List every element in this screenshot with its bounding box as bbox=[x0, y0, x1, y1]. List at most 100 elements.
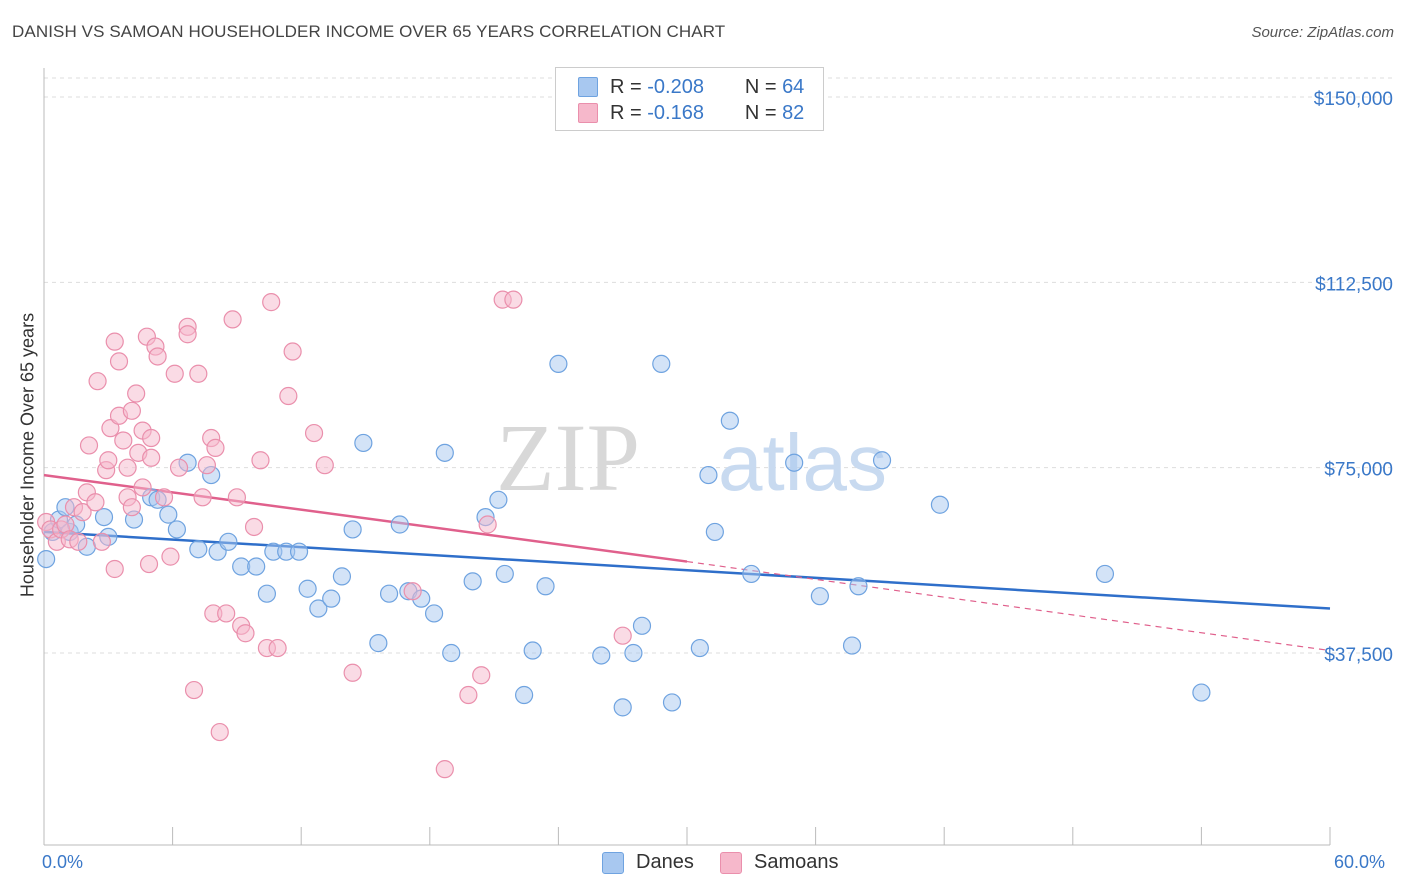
samoans-point bbox=[127, 384, 146, 403]
samoans-point bbox=[105, 559, 124, 579]
samoans-point bbox=[165, 364, 184, 383]
danes-r-value: -0.208 bbox=[647, 75, 704, 98]
r-label: R = bbox=[610, 75, 642, 98]
danes-point bbox=[343, 520, 362, 539]
samoans-point bbox=[197, 456, 216, 475]
legend-row-samoans: R = -0.168 N = 82 bbox=[578, 100, 804, 126]
danes-point bbox=[632, 616, 652, 635]
samoans-legend-label: Samoans bbox=[754, 851, 839, 873]
samoans-point bbox=[268, 638, 287, 658]
samoans-point bbox=[69, 532, 88, 551]
danes-point bbox=[37, 549, 56, 569]
samoans-point bbox=[161, 547, 180, 566]
samoans-point bbox=[189, 364, 208, 383]
samoans-point bbox=[142, 428, 161, 448]
danes-point bbox=[463, 572, 482, 591]
samoans-point bbox=[118, 458, 137, 477]
danes-point bbox=[309, 599, 328, 618]
samoans-point bbox=[210, 722, 229, 742]
watermark-zip: ZIP bbox=[496, 404, 640, 511]
y-tick-label: $75,000 bbox=[1324, 460, 1393, 481]
watermark: ZIP atlas bbox=[496, 404, 887, 511]
samoans-point bbox=[122, 498, 141, 517]
r-label: R = bbox=[610, 101, 642, 124]
danes-point bbox=[523, 641, 542, 660]
n-label: N = bbox=[744, 75, 777, 98]
samoans-point bbox=[223, 310, 242, 329]
trend-line-danes bbox=[43, 530, 1331, 610]
danes-point bbox=[652, 354, 671, 373]
danes-point bbox=[489, 490, 508, 509]
danes-point bbox=[390, 515, 409, 534]
danes-point bbox=[690, 638, 709, 658]
danes-point bbox=[810, 587, 829, 606]
danes-point bbox=[247, 557, 266, 576]
danes-point bbox=[424, 604, 444, 623]
danes-point bbox=[495, 564, 514, 584]
samoans-swatch bbox=[578, 103, 598, 123]
danes-point bbox=[189, 540, 208, 559]
danes-point bbox=[549, 354, 568, 373]
danes-point bbox=[1192, 683, 1211, 702]
samoans-point bbox=[304, 423, 324, 443]
danes-point bbox=[322, 589, 341, 608]
samoans-point bbox=[459, 685, 478, 705]
danes-point bbox=[624, 643, 643, 663]
y-tick-label: $112,500 bbox=[1315, 274, 1393, 295]
danes-point bbox=[849, 577, 868, 596]
y-tick-label: $150,000 bbox=[1314, 89, 1393, 110]
danes-swatch bbox=[578, 77, 598, 97]
samoans-point bbox=[283, 342, 302, 361]
legend-item-samoans[interactable]: Samoans bbox=[720, 851, 839, 874]
samoans-point bbox=[279, 386, 298, 406]
danes-point bbox=[332, 567, 352, 586]
danes-point bbox=[699, 465, 718, 485]
samoans-point bbox=[88, 372, 107, 391]
samoans-point bbox=[244, 517, 264, 537]
danes-point bbox=[785, 453, 804, 472]
samoans-point bbox=[472, 666, 491, 685]
samoans-point bbox=[148, 347, 167, 366]
danes-point bbox=[379, 584, 399, 603]
samoans-point bbox=[86, 493, 105, 512]
danes-point bbox=[930, 495, 950, 514]
danes-point bbox=[167, 520, 186, 539]
danes-point bbox=[705, 522, 724, 542]
samoans-point bbox=[613, 626, 632, 645]
y-tick-label: $37,500 bbox=[1324, 645, 1393, 666]
samoans-point bbox=[193, 488, 212, 507]
samoans-point bbox=[169, 458, 189, 477]
chart-title: DANISH VS SAMOAN HOUSEHOLDER INCOME OVER… bbox=[12, 22, 726, 41]
danes-point bbox=[257, 584, 277, 603]
samoans-point bbox=[178, 325, 197, 344]
samoans-point bbox=[227, 488, 246, 507]
samoans-point bbox=[251, 451, 270, 470]
samoans-point bbox=[435, 760, 454, 779]
samoans-point bbox=[478, 515, 497, 534]
samoans-point bbox=[79, 436, 99, 455]
samoans-point bbox=[109, 352, 129, 371]
danes-point bbox=[354, 433, 373, 453]
n-label: N = bbox=[744, 101, 777, 124]
series-legend: Danes Samoans bbox=[0, 851, 1406, 877]
samoans-r-value: -0.168 bbox=[647, 101, 704, 124]
danes-point bbox=[435, 443, 454, 462]
samoans-point bbox=[184, 680, 204, 700]
samoans-point bbox=[73, 503, 92, 522]
correlation-legend: R = -0.208 N = 64 R = -0.168 N = 82 bbox=[555, 67, 824, 131]
y-tick-labels: $37,500 $75,000 $112,500 $150,000 bbox=[1314, 89, 1393, 666]
samoans-point bbox=[133, 478, 152, 497]
legend-item-danes[interactable]: Danes bbox=[602, 851, 694, 874]
danes-point bbox=[592, 646, 611, 665]
samoans-point bbox=[99, 451, 118, 470]
danes-point bbox=[298, 579, 317, 598]
samoans-point bbox=[139, 554, 159, 574]
danes-legend-swatch bbox=[602, 851, 624, 874]
samoans-point bbox=[262, 293, 281, 312]
danes-point bbox=[872, 451, 892, 470]
danes-legend-label: Danes bbox=[636, 851, 694, 873]
x-tick-max: 60.0% bbox=[1334, 852, 1386, 872]
samoans-point bbox=[206, 438, 225, 457]
samoans-point bbox=[101, 419, 120, 438]
samoans-point bbox=[236, 624, 255, 643]
